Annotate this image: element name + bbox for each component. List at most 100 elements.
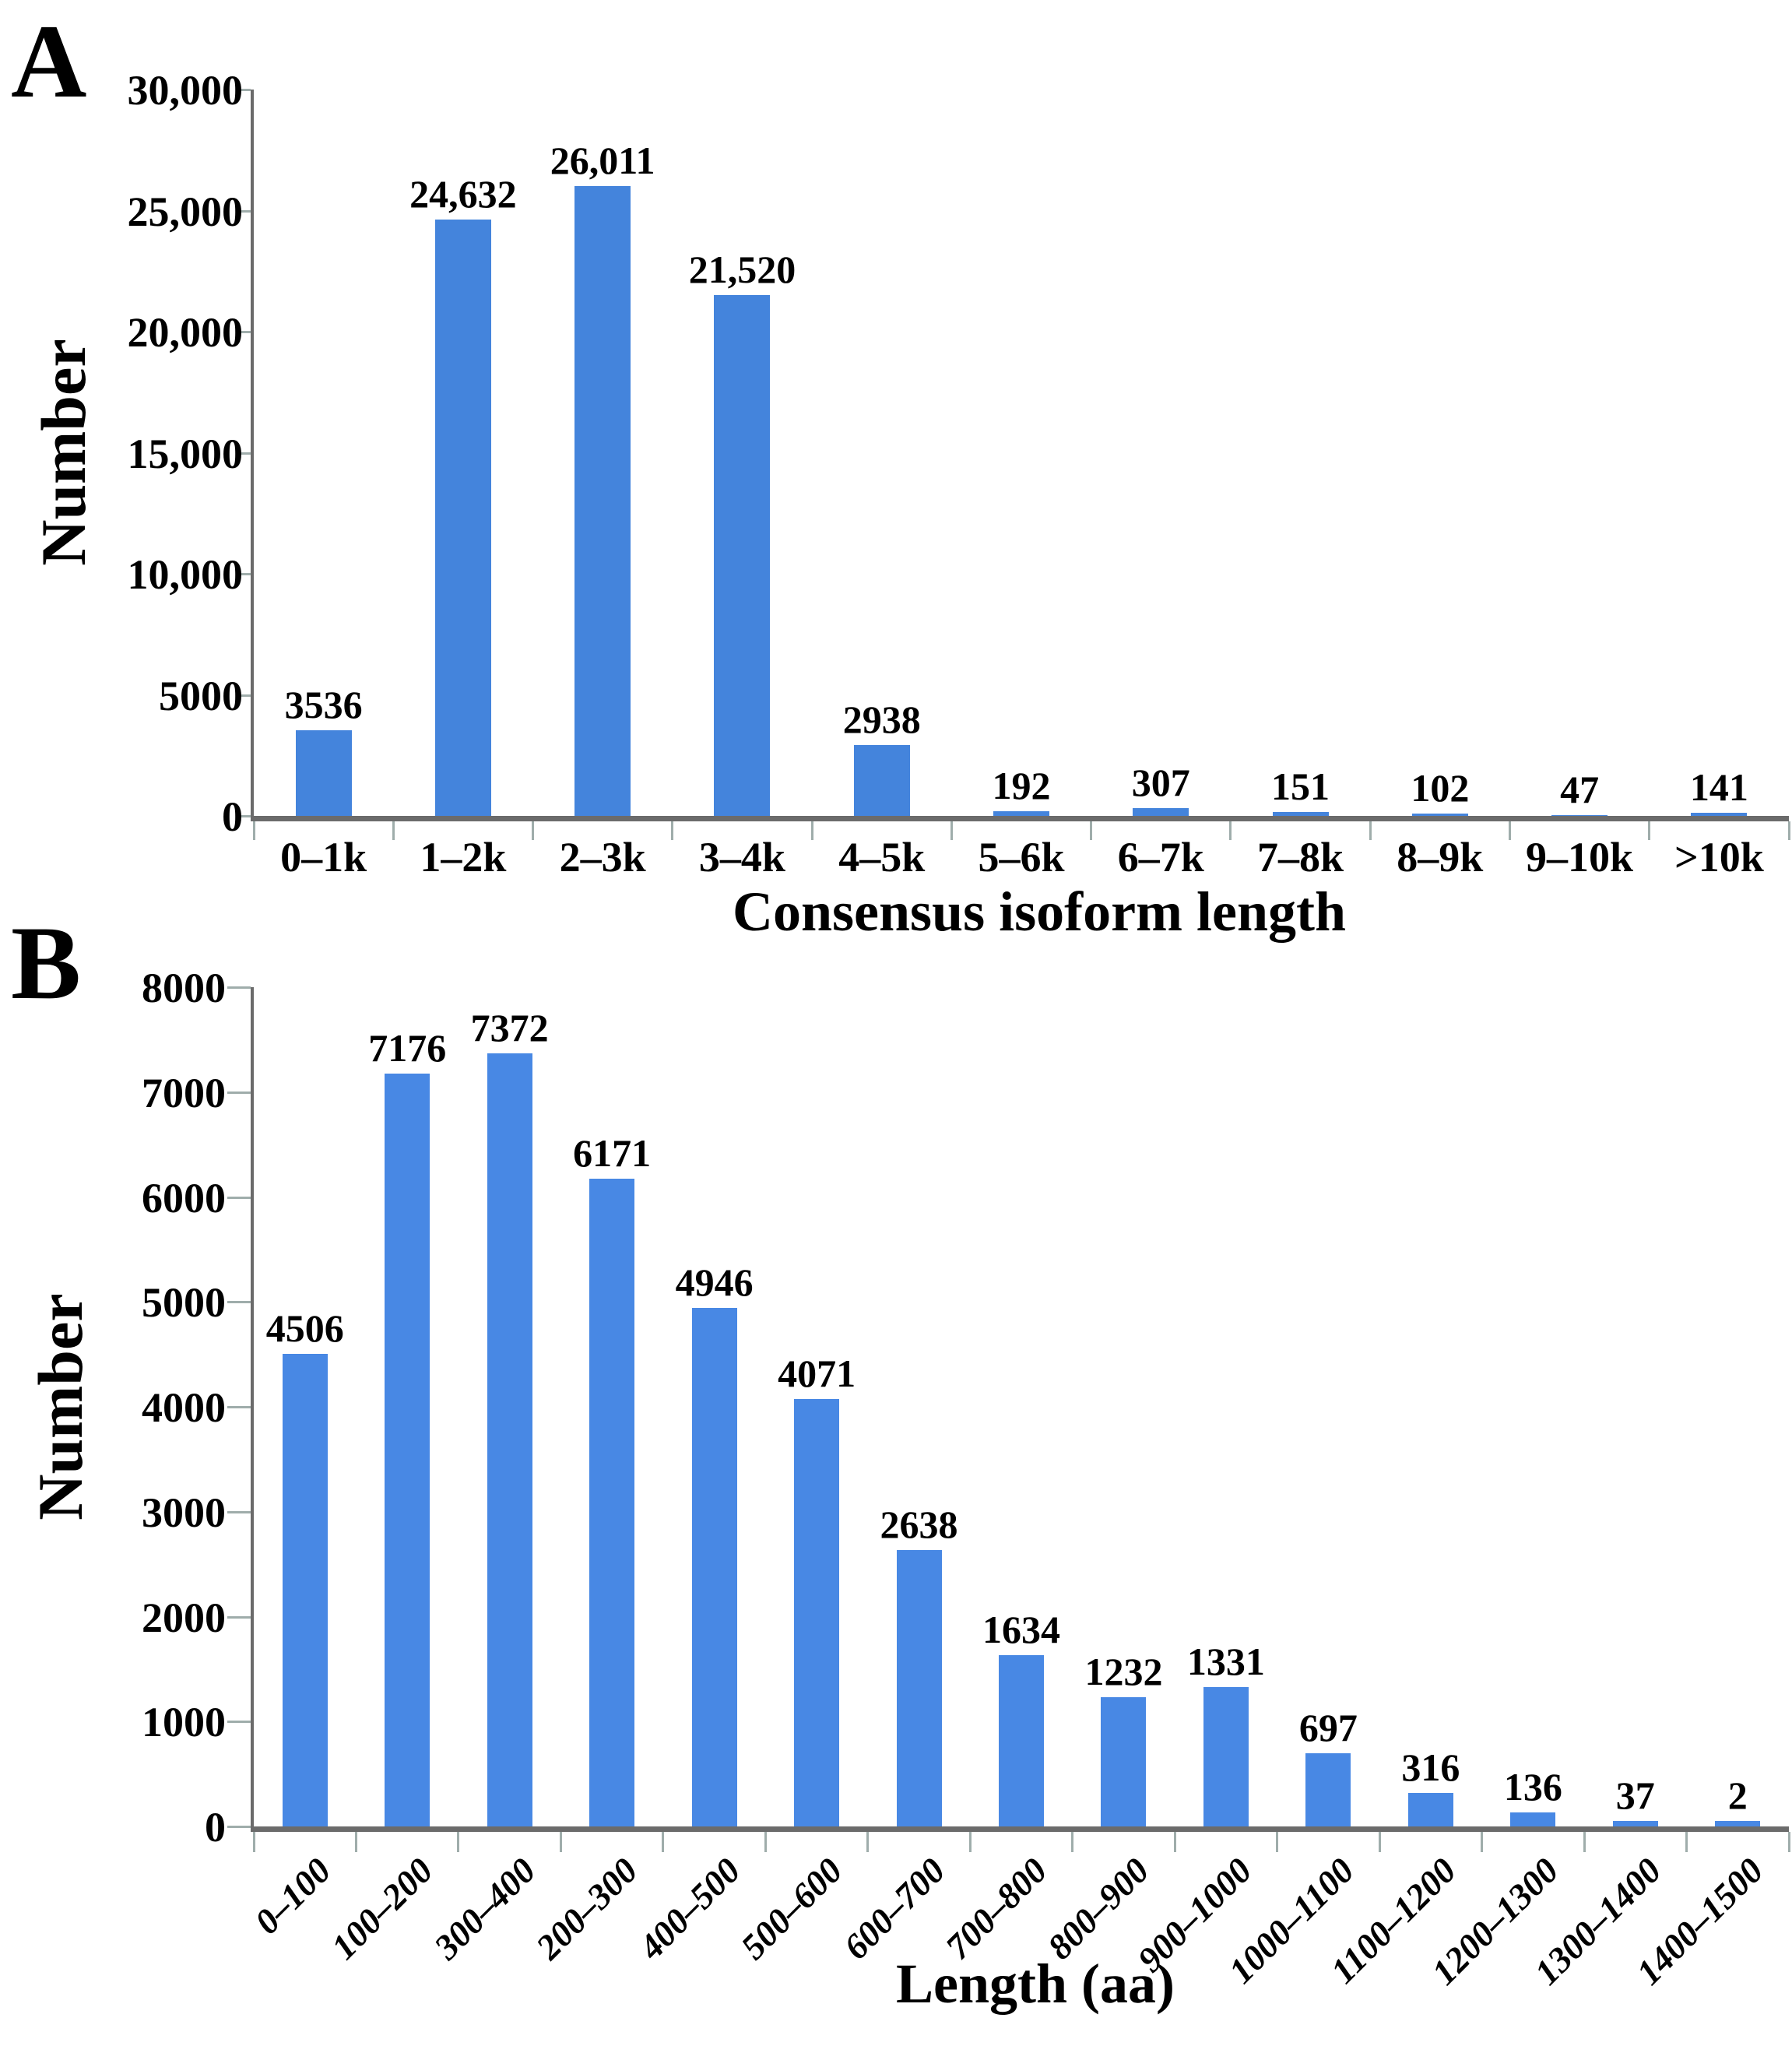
x-tick-label: 500–600	[733, 1850, 850, 1967]
y-tick-label: 10,000	[127, 551, 244, 598]
y-tick-label: 0	[222, 793, 243, 840]
x-tick-mark	[457, 1832, 460, 1852]
x-tick-label: 3–4k	[698, 834, 785, 881]
y-tick-mark	[227, 986, 251, 989]
x-tick-mark	[252, 821, 255, 840]
x-tick-label: >10k	[1674, 834, 1764, 881]
x-axis-line	[251, 1826, 1789, 1832]
y-tick-label: 8000	[142, 965, 226, 1011]
y-tick-mark	[240, 331, 251, 333]
x-tick-label: 6–7k	[1117, 834, 1204, 881]
x-tick-mark	[354, 1832, 357, 1852]
bar-900-1000	[1203, 1686, 1249, 1826]
bar-400-500	[691, 1307, 737, 1826]
x-tick-mark	[662, 1832, 665, 1852]
x-tick-mark	[559, 1832, 562, 1852]
panel-b-y-axis-title: Number	[25, 1293, 96, 1520]
y-tick-label: 5000	[159, 672, 243, 719]
bar-value-label: 192	[992, 764, 1051, 808]
panel-a-letter: A	[11, 4, 87, 120]
x-tick-label: 1–2k	[420, 834, 507, 881]
bar-2-3k	[574, 186, 631, 816]
bar-1400-1500	[1715, 1821, 1761, 1826]
bar-value-label: 26,011	[550, 139, 655, 183]
x-tick-mark	[1685, 1832, 1688, 1852]
bar-value-label: 151	[1271, 765, 1330, 809]
y-axis-line	[251, 987, 254, 1832]
bar-6-7k	[1133, 808, 1189, 816]
y-tick-mark	[227, 1721, 251, 1724]
x-tick-mark	[866, 1832, 870, 1852]
bar-800-900	[1101, 1696, 1147, 1826]
x-tick-label: 700–800	[937, 1850, 1055, 1967]
x-tick-mark	[1229, 821, 1232, 840]
y-axis-line	[251, 90, 254, 821]
bar-1200-1300	[1510, 1812, 1556, 1826]
bar-value-label: 2638	[880, 1502, 958, 1546]
x-tick-label: 200–300	[528, 1850, 645, 1967]
panel-a-y-axis-title: Number	[28, 339, 99, 566]
x-tick-mark	[1648, 821, 1651, 840]
bar--10k	[1691, 812, 1748, 816]
bar-1100-1200	[1407, 1793, 1453, 1826]
x-tick-mark	[1276, 1832, 1279, 1852]
y-tick-mark	[227, 1510, 251, 1513]
bar-value-label: 21,520	[688, 247, 796, 291]
bar-value-label: 136	[1503, 1764, 1562, 1809]
x-tick-mark	[1787, 1832, 1790, 1852]
bar-value-label: 47	[1560, 767, 1600, 811]
bar-1300-1400	[1612, 1821, 1658, 1826]
x-tick-label: 300–400	[426, 1850, 543, 1967]
x-tick-mark	[671, 821, 674, 840]
bar-9-10k	[1551, 814, 1608, 816]
bar-value-label: 3536	[284, 683, 363, 727]
bar-7-8k	[1272, 812, 1329, 816]
bar-value-label: 307	[1131, 761, 1190, 805]
y-tick-mark	[240, 815, 251, 817]
x-tick-label: 100–200	[323, 1850, 441, 1967]
y-tick-label: 7000	[142, 1069, 226, 1116]
y-tick-label: 5000	[142, 1279, 226, 1327]
bar-300-400	[487, 1053, 532, 1826]
y-tick-mark	[240, 452, 251, 455]
bar-value-label: 102	[1411, 765, 1470, 810]
bar-value-label: 4071	[778, 1352, 856, 1396]
x-tick-mark	[950, 821, 953, 840]
x-tick-label: 2–3k	[559, 834, 646, 881]
x-tick-mark	[532, 821, 535, 840]
bar-600-700	[896, 1549, 942, 1826]
x-tick-mark	[1508, 821, 1511, 840]
y-tick-label: 6000	[142, 1174, 226, 1222]
x-tick-label: 5–6k	[978, 834, 1065, 881]
y-tick-label: 2000	[142, 1594, 226, 1641]
bar-0-100	[282, 1353, 328, 1826]
y-tick-label: 0	[205, 1804, 226, 1851]
y-tick-mark	[240, 694, 251, 697]
y-tick-mark	[240, 89, 251, 91]
x-tick-mark	[1583, 1832, 1586, 1852]
bar-value-label: 4946	[675, 1260, 754, 1304]
bar-value-label: 4506	[265, 1306, 344, 1350]
bar-value-label: 1331	[1186, 1639, 1265, 1683]
bar-8-9k	[1411, 813, 1468, 816]
x-axis-line	[251, 816, 1789, 821]
y-tick-label: 30,000	[127, 67, 244, 114]
bar-4-5k	[853, 744, 910, 816]
y-tick-label: 25,000	[127, 188, 244, 235]
y-tick-mark	[227, 1615, 251, 1619]
x-tick-label: 9–10k	[1526, 834, 1634, 881]
x-tick-mark	[1481, 1832, 1484, 1852]
x-tick-mark	[810, 821, 813, 840]
panel-a-x-axis-title: Consensus isoform length	[732, 881, 1347, 943]
y-tick-mark	[227, 1091, 251, 1094]
bar-1-2k	[434, 219, 491, 816]
bar-value-label: 141	[1689, 765, 1748, 809]
x-tick-label: 7–8k	[1257, 834, 1344, 881]
x-tick-label: 400–500	[631, 1850, 748, 1967]
bar-1000-1100	[1305, 1753, 1351, 1826]
x-tick-mark	[764, 1832, 767, 1852]
x-tick-mark	[1071, 1832, 1074, 1852]
y-tick-label: 4000	[142, 1384, 226, 1431]
bar-value-label: 1232	[1084, 1649, 1163, 1693]
